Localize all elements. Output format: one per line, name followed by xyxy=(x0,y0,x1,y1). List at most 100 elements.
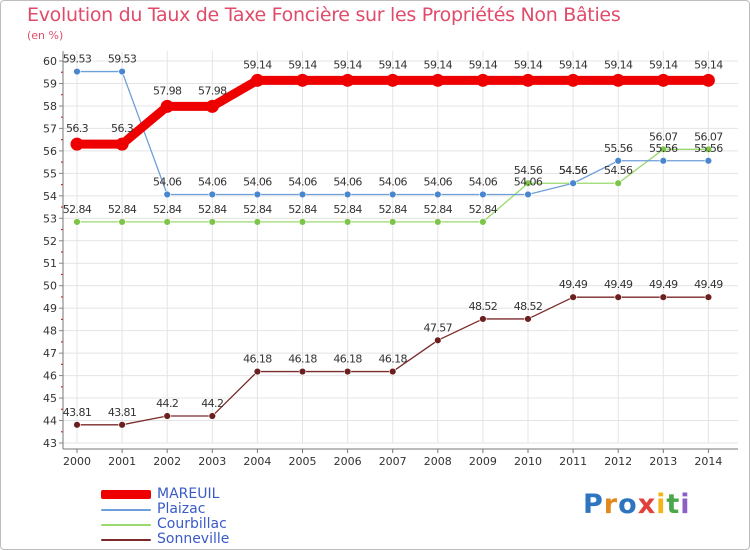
data-point-sonneville xyxy=(569,293,577,301)
data-label-mareuil: 59.14 xyxy=(333,58,362,71)
data-point-courbillac xyxy=(614,179,622,187)
legend-label: Plaizac xyxy=(157,501,206,517)
data-label-mareuil: 59.14 xyxy=(604,58,633,71)
data-point-mareuil xyxy=(296,73,309,87)
data-point-courbillac xyxy=(73,218,81,226)
x-tick-label: 2003 xyxy=(198,455,226,468)
legend-swatch xyxy=(101,508,151,511)
y-tick-label: 58 xyxy=(43,100,57,113)
data-point-sonneville xyxy=(389,367,397,376)
data-label-courbillac: 52.84 xyxy=(333,203,362,216)
y-tick-label: 44 xyxy=(43,415,57,428)
data-point-courbillac xyxy=(389,218,397,226)
x-tick-label: 2011 xyxy=(559,455,587,468)
data-label-sonneville: 49.49 xyxy=(649,278,678,291)
data-point-courbillac xyxy=(434,218,442,226)
y-axis-unit: (en %) xyxy=(27,29,64,42)
data-point-courbillac xyxy=(704,145,713,154)
data-point-mareuil xyxy=(656,73,670,87)
logo-letter: t xyxy=(666,489,681,520)
data-label-courbillac: 52.84 xyxy=(153,203,182,216)
data-label-sonneville: 46.18 xyxy=(243,353,272,366)
y-tick-label: 43 xyxy=(43,437,57,450)
y-tick-label: 45 xyxy=(43,392,57,405)
data-point-sonneville xyxy=(659,293,667,301)
data-point-mareuil xyxy=(566,73,580,87)
data-point-courbillac xyxy=(253,218,262,226)
data-label-courbillac: 52.84 xyxy=(288,203,317,216)
y-tick-label: 56 xyxy=(43,145,57,158)
data-label-mareuil: 59.14 xyxy=(424,58,453,71)
data-label-plaizac: 54.56 xyxy=(559,164,588,177)
data-point-courbillac xyxy=(524,179,532,187)
y-tick-label: 49 xyxy=(43,302,57,315)
data-point-plaizac xyxy=(614,157,622,165)
y-tick-label: 52 xyxy=(43,235,57,248)
data-label-mareuil: 59.14 xyxy=(514,58,543,71)
logo-letter: i xyxy=(680,489,691,520)
data-label-mareuil: 59.14 xyxy=(694,58,723,71)
data-label-courbillac: 56.07 xyxy=(649,130,678,143)
data-label-sonneville: 48.52 xyxy=(469,300,498,313)
data-label-sonneville: 49.49 xyxy=(604,278,633,291)
x-tick-label: 2001 xyxy=(108,455,136,468)
data-label-sonneville: 48.52 xyxy=(514,300,543,313)
data-point-sonneville xyxy=(343,367,352,376)
x-tick-label: 2013 xyxy=(649,455,677,468)
legend-item-sonneville: Sonneville xyxy=(101,532,229,547)
x-tick-label: 2012 xyxy=(604,455,632,468)
data-point-mareuil xyxy=(386,73,400,87)
x-tick-label: 2005 xyxy=(289,455,317,468)
data-point-courbillac xyxy=(163,218,171,226)
data-label-sonneville: 49.49 xyxy=(559,278,588,291)
y-tick-label: 57 xyxy=(43,122,57,135)
data-label-mareuil: 59.14 xyxy=(288,58,317,71)
data-label-plaizac: 54.06 xyxy=(424,175,453,188)
data-point-mareuil xyxy=(701,73,715,87)
y-tick-label: 55 xyxy=(43,167,57,180)
data-point-sonneville xyxy=(614,293,622,301)
data-point-sonneville xyxy=(298,367,307,376)
data-point-plaizac xyxy=(73,67,81,76)
data-point-mareuil xyxy=(115,137,129,151)
y-tick-label: 48 xyxy=(43,325,57,338)
chart-legend: MAREUIL Plaizac Courbillac Sonneville xyxy=(101,487,229,547)
data-label-sonneville: 46.18 xyxy=(333,353,362,366)
data-point-mareuil xyxy=(70,137,84,151)
data-label-plaizac: 54.06 xyxy=(288,175,317,188)
data-point-courbillac xyxy=(343,218,352,226)
data-point-courbillac xyxy=(208,218,217,226)
data-point-plaizac xyxy=(434,190,442,199)
data-label-courbillac: 52.84 xyxy=(378,203,407,216)
y-tick-label: 59 xyxy=(43,77,57,90)
data-label-plaizac: 55.56 xyxy=(649,142,678,155)
data-label-sonneville: 46.18 xyxy=(378,353,407,366)
data-label-courbillac: 52.84 xyxy=(198,203,227,216)
x-tick-label: 2014 xyxy=(694,455,722,468)
legend-label: Courbillac xyxy=(157,516,227,532)
data-point-plaizac xyxy=(298,190,307,199)
y-tick-label: 54 xyxy=(43,190,57,203)
data-point-sonneville xyxy=(118,421,126,429)
data-point-mareuil xyxy=(521,73,535,87)
data-point-courbillac xyxy=(659,145,667,154)
data-label-plaizac: 54.06 xyxy=(378,175,407,188)
data-point-plaizac xyxy=(569,179,577,187)
data-label-plaizac: 59.53 xyxy=(63,53,92,66)
data-label-courbillac: 52.84 xyxy=(424,203,453,216)
data-label-plaizac: 55.56 xyxy=(604,142,633,155)
data-label-plaizac: 54.06 xyxy=(333,175,362,188)
data-label-courbillac: 52.84 xyxy=(469,203,498,216)
data-point-plaizac xyxy=(524,190,532,199)
data-label-sonneville: 44.2 xyxy=(201,397,223,410)
data-label-plaizac: 54.06 xyxy=(153,175,182,188)
data-label-sonneville: 43.81 xyxy=(108,406,137,419)
y-tick-label: 60 xyxy=(43,55,57,68)
data-label-mareuil: 59.14 xyxy=(243,58,272,71)
data-label-mareuil: 56.3 xyxy=(66,122,89,135)
data-label-sonneville: 49.49 xyxy=(694,278,723,291)
data-label-sonneville: 47.57 xyxy=(424,321,453,334)
data-label-plaizac: 54.06 xyxy=(469,175,498,188)
data-point-sonneville xyxy=(253,367,262,376)
